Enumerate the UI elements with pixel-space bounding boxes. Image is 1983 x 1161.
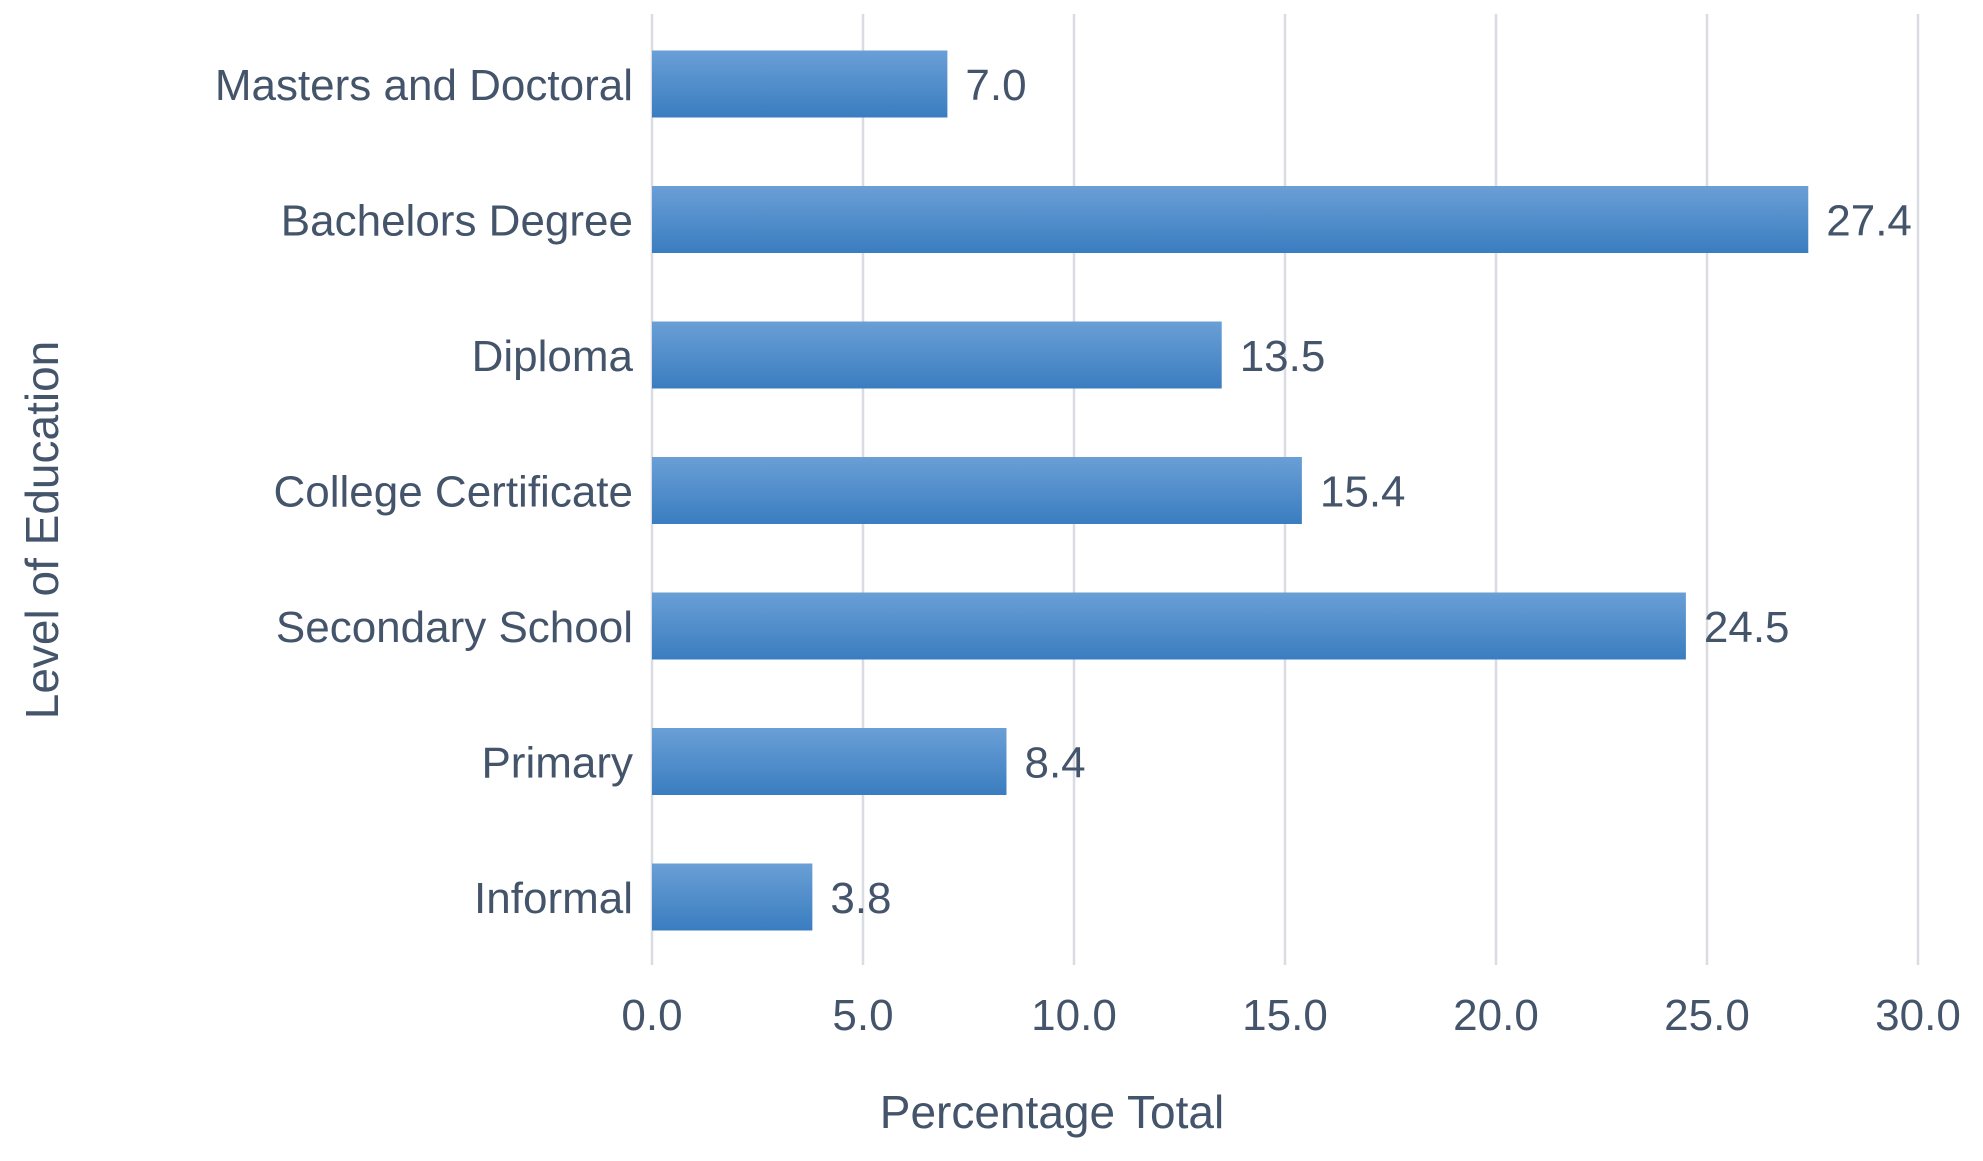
category-label: Masters and Doctoral <box>215 61 633 110</box>
x-tick-label: 30.0 <box>1875 991 1961 1040</box>
category-label: Diploma <box>472 332 634 381</box>
x-tick-label: 0.0 <box>621 991 682 1040</box>
bar <box>652 186 1809 253</box>
bar <box>652 863 813 931</box>
x-tick-label: 10.0 <box>1031 991 1117 1040</box>
data-label: 8.4 <box>1024 739 1085 788</box>
bars <box>652 50 1809 931</box>
y-axis-title: Level of Education <box>16 341 68 720</box>
data-label: 27.4 <box>1826 197 1912 246</box>
data-label: 15.4 <box>1320 468 1406 517</box>
labels: 0.0 5.0 10.0 15.0 20.0 25.0 30.0 Masters and Do… <box>215 61 1961 1040</box>
category-label: Secondary School <box>276 603 633 652</box>
data-label: 13.5 <box>1240 332 1326 381</box>
x-axis-title: Percentage Total <box>880 1086 1224 1138</box>
x-tick-label: 5.0 <box>832 991 893 1040</box>
data-label: 3.8 <box>830 874 891 923</box>
category-label: Primary <box>481 739 633 788</box>
x-tick-label: 15.0 <box>1242 991 1328 1040</box>
bar <box>652 50 948 118</box>
bar <box>652 728 1007 795</box>
category-label: Bachelors Degree <box>281 197 633 246</box>
x-tick-label: 25.0 <box>1664 991 1750 1040</box>
data-label: 7.0 <box>965 61 1026 110</box>
category-label: College Certificate <box>274 468 634 517</box>
bar <box>652 592 1686 660</box>
data-label: 24.5 <box>1704 603 1790 652</box>
bar <box>652 321 1222 389</box>
bar <box>652 457 1302 524</box>
category-label: Informal <box>474 874 633 923</box>
x-tick-label: 20.0 <box>1453 991 1539 1040</box>
